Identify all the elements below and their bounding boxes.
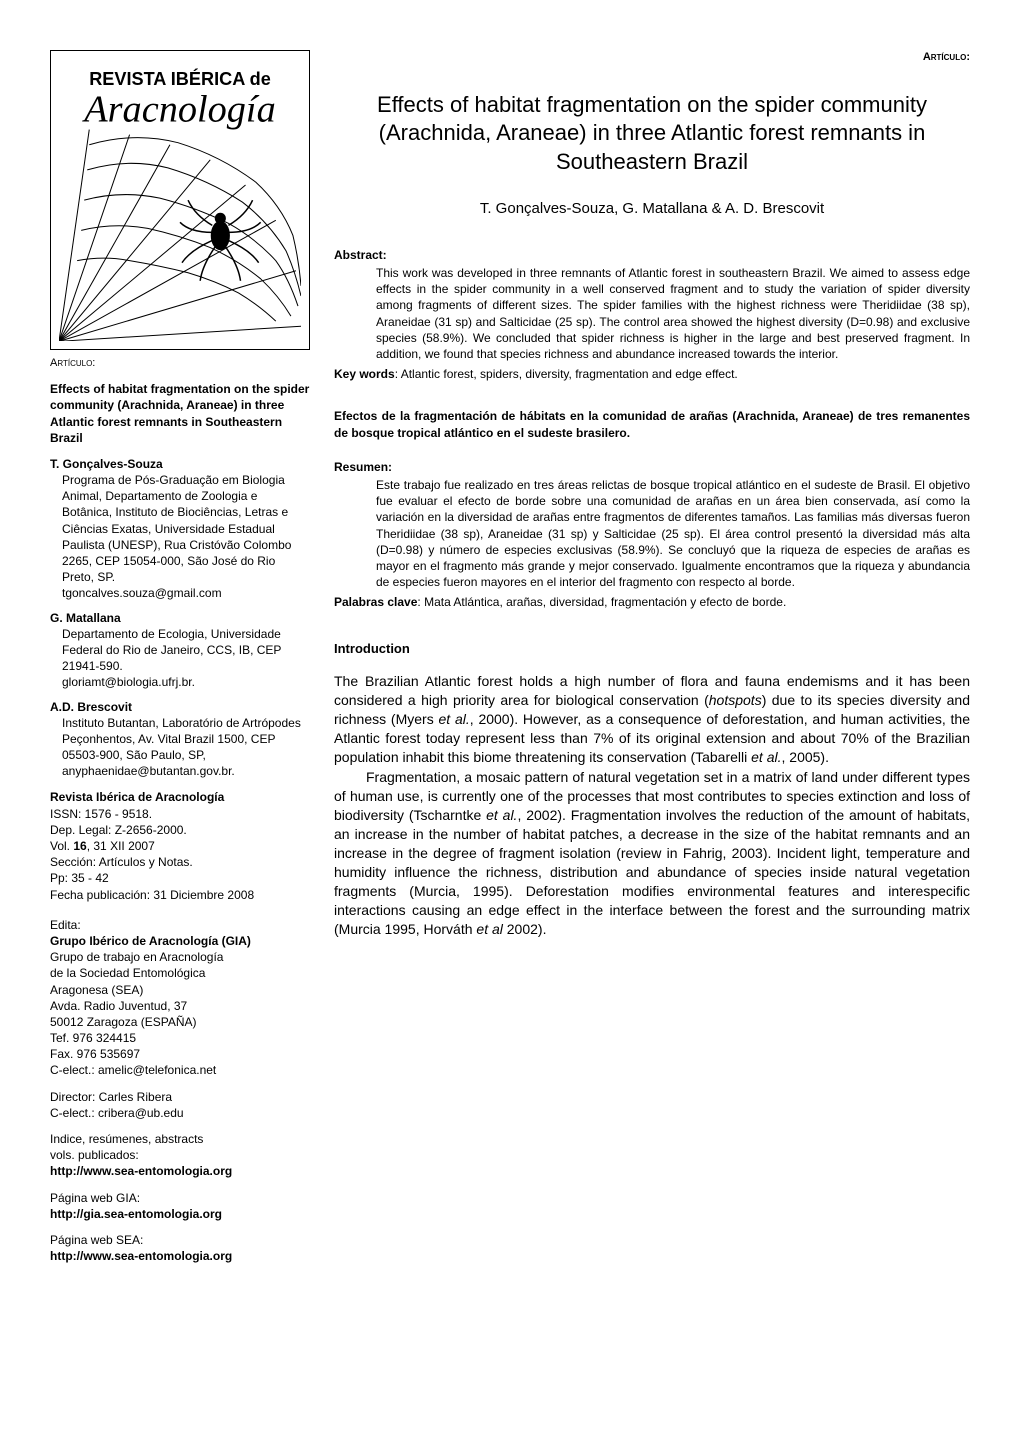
intro-para-1: The Brazilian Atlantic forest holds a hi… [334, 672, 970, 766]
edita-line-7: C-elect.: amelic@telefonica.net [50, 1062, 310, 1078]
author-block-3: A.D. Brescovit Instituto Butantan, Labor… [50, 699, 310, 780]
edita-line-3: Avda. Radio Juventud, 37 [50, 998, 310, 1014]
author-block-1: T. Gonçalves-Souza Programa de Pós-Gradu… [50, 456, 310, 602]
sea-web-url[interactable]: http://www.sea-entomologia.org [50, 1248, 310, 1264]
author-name-1: T. Gonçalves-Souza [50, 457, 163, 471]
edita-line-0: Grupo de trabajo en Aracnología [50, 949, 310, 965]
author-email-1: tgoncalves.souza@gmail.com [50, 585, 310, 601]
vol-number: 16 [73, 839, 86, 853]
journal-issn: ISSN: 1576 - 9518. [50, 806, 310, 822]
keywords-text: : Atlantic forest, spiders, diversity, f… [395, 367, 738, 381]
journal-block: Revista Ibérica de Aracnología ISSN: 157… [50, 789, 310, 902]
director-line-1: Director: Carles Ribera [50, 1089, 310, 1105]
paper-title: Effects of habitat fragmentation on the … [334, 91, 970, 177]
p2-seg2: , 2002). Fragmentation involves the redu… [334, 807, 970, 936]
p1-seg4: , 2005). [782, 749, 829, 765]
author-email-2: gloriamt@biologia.ufrj.br. [50, 674, 310, 690]
intro-para-2: Fragmentation, a mosaic pattern of natur… [334, 768, 970, 938]
sidebar-caption: Artículo: [50, 356, 310, 371]
gia-web-url[interactable]: http://gia.sea-entomologia.org [50, 1206, 310, 1222]
journal-logo-box: REVISTA IBÉRICA de Aracnología [50, 50, 310, 350]
journal-logo-svg: REVISTA IBÉRICA de Aracnología [59, 59, 301, 341]
sea-web-label: Página web SEA: [50, 1232, 310, 1248]
edita-line-2: Aragonesa (SEA) [50, 982, 310, 998]
author-affil-3: Instituto Butantan, Laboratório de Artró… [50, 715, 310, 780]
keywords-line: Key words: Atlantic forest, spiders, div… [334, 366, 970, 382]
author-affil-2: Departamento de Ecologia, Universidade F… [50, 626, 310, 675]
p1-etal2: et al. [751, 749, 781, 765]
journal-title: Revista Ibérica de Aracnología [50, 789, 310, 805]
abstract-heading: Abstract: [334, 247, 970, 263]
director-line-2: C-elect.: cribera@ub.edu [50, 1105, 310, 1121]
author-name-3: A.D. Brescovit [50, 700, 132, 714]
author-name-2: G. Matallana [50, 611, 121, 625]
journal-pubdate: Fecha publicación: 31 Diciembre 2008 [50, 887, 310, 903]
abstract-body: This work was developed in three remnant… [334, 265, 970, 362]
palabras-clave-label: Palabras clave [334, 595, 417, 609]
edita-line-1: de la Sociedad Entomológica [50, 965, 310, 981]
page-container: REVISTA IBÉRICA de Aracnología [50, 50, 970, 1264]
indices-line-1: Indice, resúmenes, abstracts [50, 1131, 310, 1147]
logo-line1: REVISTA IBÉRICA de [89, 68, 271, 89]
resumen-heading: Resumen: [334, 459, 970, 475]
vol-suffix: , 31 XII 2007 [87, 839, 155, 853]
author-affil-1: Programa de Pós-Graduação em Biologia An… [50, 472, 310, 585]
resumen-body: Este trabajo fue realizado en tres áreas… [334, 477, 970, 590]
author-email-3: anyphaenidae@butantan.gov.br. [62, 764, 235, 778]
author-block-2: G. Matallana Departamento de Ecologia, U… [50, 610, 310, 691]
palabras-clave-text: : Mata Atlántica, arañas, diversidad, fr… [417, 595, 786, 609]
sidebar-article-title: Effects of habitat fragmentation on the … [50, 381, 310, 446]
gia-title: Grupo Ibérico de Aracnología (GIA) [50, 933, 310, 949]
p2-seg3: 2002). [503, 921, 547, 937]
vol-prefix: Vol. [50, 839, 73, 853]
indices-line-2: vols. publicados: [50, 1147, 310, 1163]
indices-url[interactable]: http://www.sea-entomologia.org [50, 1163, 310, 1179]
journal-deplegal: Dep. Legal: Z-2656-2000. [50, 822, 310, 838]
p2-etal1: et al. [486, 807, 517, 823]
logo-line2: Aracnología [81, 89, 275, 131]
edita-label: Edita: [50, 917, 310, 933]
main-column: Artículo: Effects of habitat fragmentati… [334, 50, 970, 1264]
resumen-spanish-title: Efectos de la fragmentación de hábitats … [334, 408, 970, 440]
journal-pages: Pp: 35 - 42 [50, 870, 310, 886]
p2-etal2: et al [476, 921, 502, 937]
gia-web-block: Página web GIA: http://gia.sea-entomolog… [50, 1190, 310, 1222]
sidebar: REVISTA IBÉRICA de Aracnología [50, 50, 310, 1264]
edita-line-5: Tef. 976 324415 [50, 1030, 310, 1046]
author-affil-3-text: Instituto Butantan, Laboratório de Artró… [62, 716, 301, 762]
director-block: Director: Carles Ribera C-elect.: criber… [50, 1089, 310, 1121]
indices-block: Indice, resúmenes, abstracts vols. publi… [50, 1131, 310, 1180]
introduction-heading: Introduction [334, 640, 970, 658]
edita-line-4: 50012 Zaragoza (ESPAÑA) [50, 1014, 310, 1030]
edita-block: Grupo Ibérico de Aracnología (GIA) Grupo… [50, 933, 310, 1079]
gia-web-label: Página web GIA: [50, 1190, 310, 1206]
top-label: Artículo: [334, 50, 970, 65]
p1-hotspots: hotspots [709, 692, 762, 708]
paper-authors: T. Gonçalves-Souza, G. Matallana & A. D.… [334, 199, 970, 219]
palabras-clave-line: Palabras clave: Mata Atlántica, arañas, … [334, 594, 970, 610]
journal-vol: Vol. 16, 31 XII 2007 [50, 838, 310, 854]
journal-section: Sección: Artículos y Notas. [50, 854, 310, 870]
p1-etal1: et al. [439, 711, 470, 727]
edita-line-6: Fax. 976 535697 [50, 1046, 310, 1062]
keywords-label: Key words [334, 367, 395, 381]
sea-web-block: Página web SEA: http://www.sea-entomolog… [50, 1232, 310, 1264]
